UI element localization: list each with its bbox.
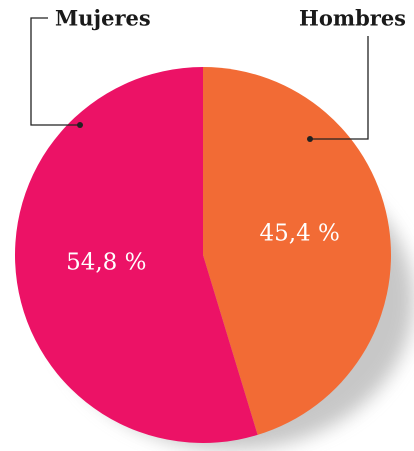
pie-slice [203, 67, 391, 435]
leader-line [310, 36, 369, 140]
value-label: 54,8 % [66, 249, 146, 275]
legend-label: Hombres [299, 6, 406, 31]
leader-dot [77, 122, 83, 128]
pie-slice [14, 67, 258, 443]
legend-label: Mujeres [55, 6, 151, 31]
value-label: 45,4 % [260, 221, 340, 247]
leader-dot [307, 136, 313, 142]
pie [14, 67, 391, 443]
leader-line [30, 17, 80, 126]
